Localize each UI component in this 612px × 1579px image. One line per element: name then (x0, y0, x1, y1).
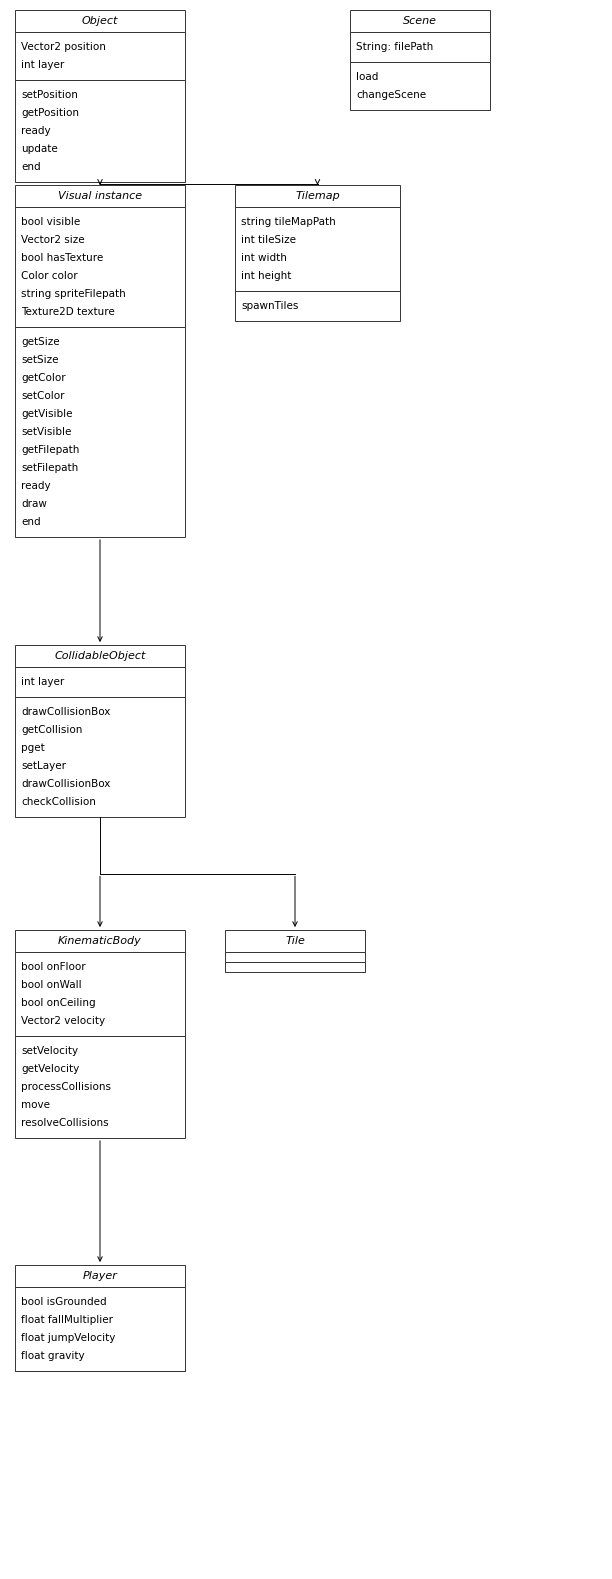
Text: Player: Player (83, 1271, 118, 1281)
Text: Color color: Color color (21, 272, 78, 281)
Bar (235, 291, 400, 321)
Text: bool hasTexture: bool hasTexture (21, 253, 103, 264)
Bar (225, 930, 365, 952)
Text: end: end (21, 516, 40, 527)
Bar (15, 1265, 185, 1287)
Bar (225, 952, 365, 962)
Bar (15, 327, 185, 537)
Text: update: update (21, 144, 58, 155)
Text: setColor: setColor (21, 392, 64, 401)
Text: int layer: int layer (21, 60, 64, 69)
Text: bool isGrounded: bool isGrounded (21, 1296, 106, 1307)
Text: ready: ready (21, 482, 51, 491)
Text: setFilepath: setFilepath (21, 463, 78, 474)
Text: int width: int width (241, 253, 287, 264)
Text: pget: pget (21, 744, 45, 753)
Text: Texture2D texture: Texture2D texture (21, 306, 115, 317)
Text: KinematicBody: KinematicBody (58, 936, 142, 946)
Text: bool visible: bool visible (21, 216, 80, 227)
Bar (15, 207, 185, 327)
Bar (15, 1036, 185, 1138)
Bar (350, 62, 490, 111)
Text: string tileMapPath: string tileMapPath (241, 216, 336, 227)
Bar (15, 32, 185, 81)
Bar (15, 644, 185, 666)
Text: float fallMultiplier: float fallMultiplier (21, 1315, 113, 1325)
Text: checkCollision: checkCollision (21, 797, 96, 807)
Bar (15, 185, 185, 207)
Text: resolveCollisions: resolveCollisions (21, 1118, 108, 1127)
Text: float gravity: float gravity (21, 1352, 84, 1361)
Text: Visual instance: Visual instance (58, 191, 142, 201)
Bar (235, 207, 400, 291)
Text: float jumpVelocity: float jumpVelocity (21, 1333, 116, 1344)
Text: setPosition: setPosition (21, 90, 78, 99)
Text: setVelocity: setVelocity (21, 1045, 78, 1056)
Text: Scene: Scene (403, 16, 437, 25)
Text: String: filePath: String: filePath (356, 43, 433, 52)
Text: drawCollisionBox: drawCollisionBox (21, 707, 110, 717)
Bar (15, 696, 185, 816)
Bar (225, 962, 365, 973)
Text: getFilepath: getFilepath (21, 445, 80, 455)
Bar (15, 81, 185, 182)
Text: bool onWall: bool onWall (21, 981, 81, 990)
Text: Vector2 position: Vector2 position (21, 43, 106, 52)
Bar (15, 952, 185, 1036)
Text: draw: draw (21, 499, 47, 508)
Text: Tile: Tile (285, 936, 305, 946)
Text: getVelocity: getVelocity (21, 1064, 79, 1074)
Text: Vector2 velocity: Vector2 velocity (21, 1015, 105, 1026)
Text: move: move (21, 1101, 50, 1110)
Text: Object: Object (82, 16, 118, 25)
Text: bool onFloor: bool onFloor (21, 962, 86, 973)
Text: getSize: getSize (21, 336, 59, 347)
Text: bool onCeiling: bool onCeiling (21, 998, 95, 1007)
Bar (15, 9, 185, 32)
Text: int height: int height (241, 272, 291, 281)
Text: CollidableObject: CollidableObject (54, 651, 146, 662)
Text: setVisible: setVisible (21, 426, 72, 437)
Text: load: load (356, 73, 378, 82)
Text: getPosition: getPosition (21, 107, 79, 118)
Text: end: end (21, 163, 40, 172)
Text: getCollision: getCollision (21, 725, 83, 734)
Text: ready: ready (21, 126, 51, 136)
Bar (15, 1287, 185, 1371)
Bar (350, 9, 490, 32)
Text: getColor: getColor (21, 373, 65, 384)
Text: setSize: setSize (21, 355, 59, 365)
Text: int tileSize: int tileSize (241, 235, 296, 245)
Text: int layer: int layer (21, 677, 64, 687)
Text: setLayer: setLayer (21, 761, 66, 771)
Text: Vector2 size: Vector2 size (21, 235, 84, 245)
Bar (235, 185, 400, 207)
Text: string spriteFilepath: string spriteFilepath (21, 289, 125, 298)
Bar (15, 930, 185, 952)
Text: drawCollisionBox: drawCollisionBox (21, 778, 110, 790)
Text: processCollisions: processCollisions (21, 1082, 111, 1093)
Text: spawnTiles: spawnTiles (241, 302, 299, 311)
Bar (350, 32, 490, 62)
Text: getVisible: getVisible (21, 409, 72, 418)
Bar (15, 666, 185, 696)
Text: Tilemap: Tilemap (295, 191, 340, 201)
Text: changeScene: changeScene (356, 90, 426, 99)
